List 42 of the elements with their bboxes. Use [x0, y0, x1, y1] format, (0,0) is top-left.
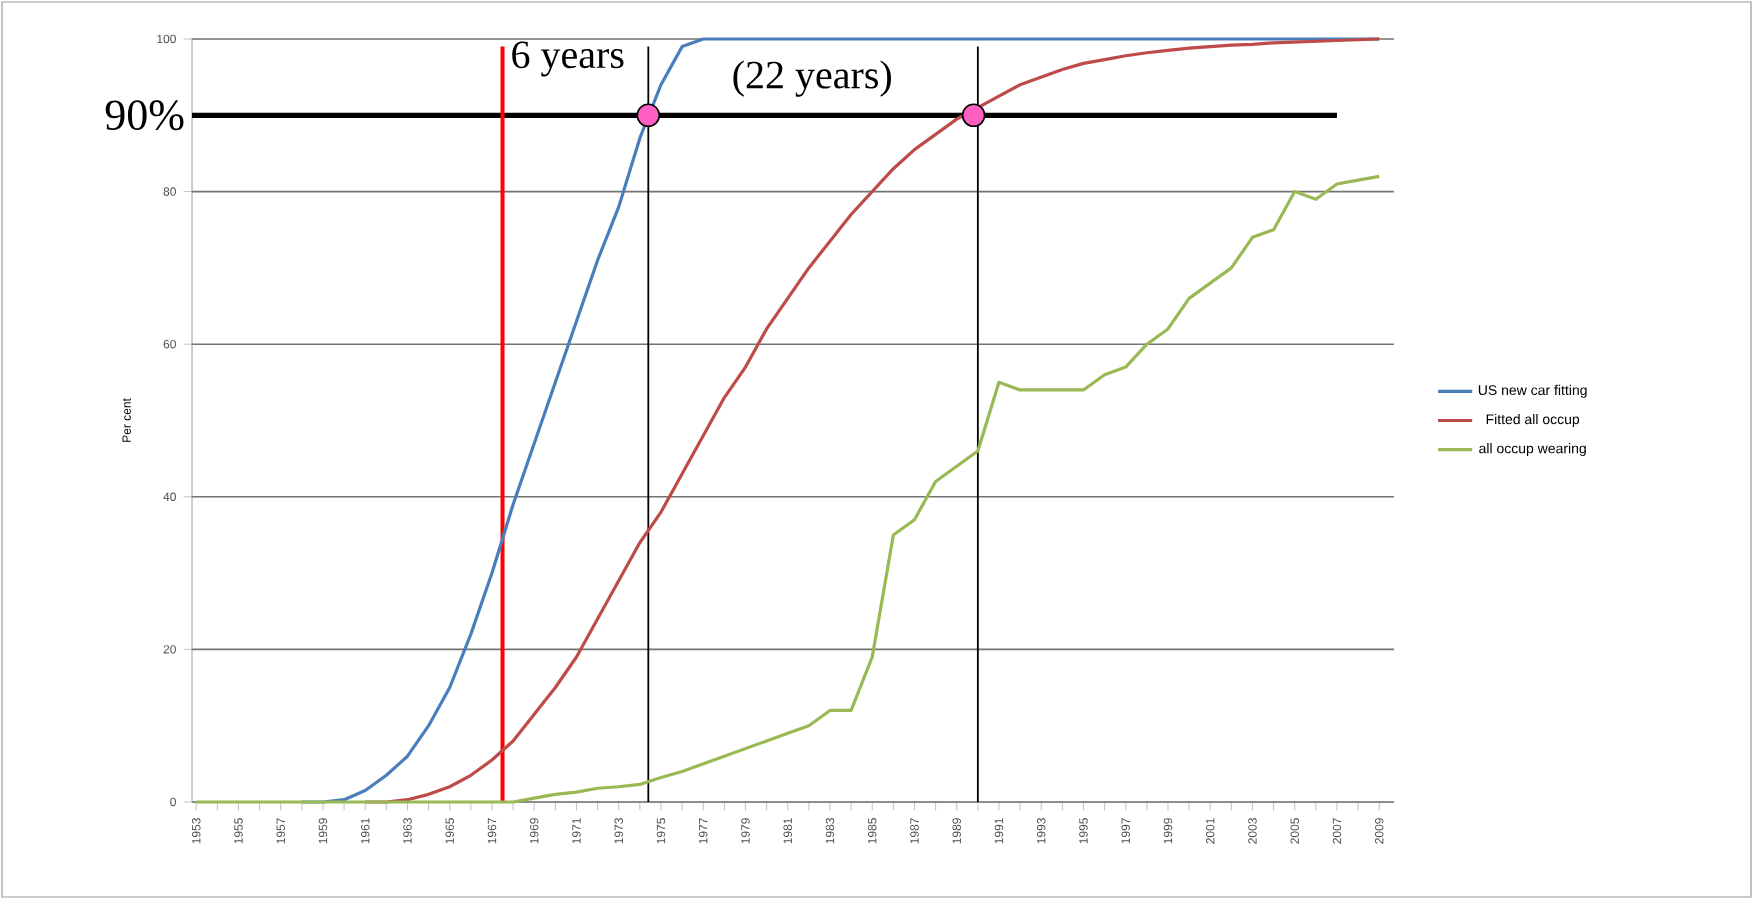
- x-tick-label: 1999: [1163, 818, 1173, 844]
- x-tick-label: 1953: [191, 818, 201, 844]
- y-tick-label: 20: [163, 645, 176, 654]
- legend-label: all occup wearing: [1479, 443, 1586, 457]
- x-tick-label: 1963: [403, 818, 412, 844]
- annotation: (22 years): [733, 60, 891, 97]
- x-tick-label: 1973: [614, 818, 623, 844]
- x-tick-label: 1981: [783, 818, 792, 844]
- x-tick-label: 1997: [1121, 818, 1130, 844]
- y-tick-label: 100: [157, 34, 176, 44]
- x-tick-label: 1995: [1079, 818, 1088, 844]
- x-tick-label: 1967: [487, 818, 497, 844]
- x-tick-label: 1969: [529, 818, 539, 844]
- x-tick-label: 1987: [910, 818, 919, 844]
- x-tick-label: 2009: [1374, 818, 1384, 844]
- x-tick-label: 1961: [360, 818, 370, 844]
- x-tick-label: 1977: [698, 818, 708, 844]
- x-tick-label: 1957: [276, 818, 285, 844]
- legend-label: US new car fitting: [1478, 384, 1587, 398]
- y-tick-label: 0: [170, 797, 176, 807]
- x-tick-label: 1985: [867, 818, 877, 844]
- x-tick-label: 2003: [1248, 818, 1257, 844]
- y-axis-title: Per cent: [122, 398, 131, 442]
- y-tick-label: 60: [163, 339, 176, 349]
- ref-line-label: 90%: [105, 100, 184, 131]
- x-tick-label: 1979: [741, 818, 750, 844]
- x-tick-label: 1965: [445, 818, 454, 844]
- x-tick-label: 2001: [1205, 818, 1215, 844]
- x-tick-label: 1975: [656, 818, 666, 844]
- y-tick-label: 80: [163, 187, 176, 196]
- x-tick-label: 1989: [952, 818, 961, 844]
- legend-label: Fitted all occup: [1486, 413, 1580, 427]
- annotation: 6 years: [512, 41, 624, 77]
- x-tick-label: 1991: [994, 818, 1004, 844]
- x-tick-label: 1983: [825, 818, 835, 844]
- x-tick-label: 1955: [234, 818, 243, 844]
- x-tick-label: 1971: [572, 818, 581, 844]
- x-tick-label: 1959: [318, 818, 328, 844]
- x-tick-label: 2007: [1332, 818, 1342, 844]
- x-tick-label: 2005: [1290, 818, 1299, 844]
- y-tick-label: 40: [163, 492, 176, 502]
- x-tick-label: 1993: [1036, 818, 1046, 844]
